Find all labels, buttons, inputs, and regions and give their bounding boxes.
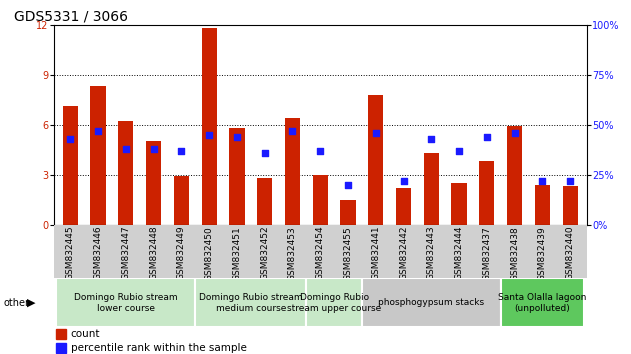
Point bbox=[315, 148, 326, 154]
Text: GSM832440: GSM832440 bbox=[565, 226, 575, 280]
Bar bbox=[201, 28, 217, 225]
Text: Santa Olalla lagoon
(unpolluted): Santa Olalla lagoon (unpolluted) bbox=[498, 293, 587, 313]
Text: GSM832443: GSM832443 bbox=[427, 226, 436, 280]
Text: GDS5331 / 3066: GDS5331 / 3066 bbox=[14, 10, 127, 24]
Text: GSM832437: GSM832437 bbox=[482, 226, 492, 281]
Point bbox=[399, 178, 409, 184]
Text: GSM832455: GSM832455 bbox=[343, 226, 353, 281]
Bar bbox=[56, 329, 66, 339]
Text: GSM832441: GSM832441 bbox=[371, 226, 380, 280]
Bar bbox=[195, 278, 306, 327]
Point bbox=[93, 128, 103, 133]
Bar bbox=[118, 121, 134, 225]
Bar bbox=[257, 178, 273, 225]
Bar bbox=[451, 183, 467, 225]
Bar bbox=[362, 278, 501, 327]
Point bbox=[510, 130, 520, 136]
Bar bbox=[285, 118, 300, 225]
Text: GSM832447: GSM832447 bbox=[121, 226, 131, 280]
Text: percentile rank within the sample: percentile rank within the sample bbox=[71, 343, 247, 353]
Point bbox=[176, 148, 186, 154]
Bar bbox=[62, 107, 78, 225]
Point bbox=[148, 146, 158, 152]
Text: count: count bbox=[71, 329, 100, 339]
Bar bbox=[479, 161, 495, 225]
Bar bbox=[501, 278, 584, 327]
Bar bbox=[56, 278, 195, 327]
Bar bbox=[90, 86, 106, 225]
Point bbox=[482, 134, 492, 139]
Text: phosphogypsum stacks: phosphogypsum stacks bbox=[378, 298, 485, 307]
Text: GSM832438: GSM832438 bbox=[510, 226, 519, 281]
Text: GSM832448: GSM832448 bbox=[149, 226, 158, 280]
Text: GSM832453: GSM832453 bbox=[288, 226, 297, 281]
Point bbox=[343, 182, 353, 188]
Text: GSM832439: GSM832439 bbox=[538, 226, 547, 281]
Bar bbox=[340, 200, 356, 225]
Bar bbox=[396, 188, 411, 225]
Point bbox=[204, 132, 214, 138]
Text: GSM832442: GSM832442 bbox=[399, 226, 408, 280]
Point bbox=[287, 128, 297, 133]
Point bbox=[232, 134, 242, 139]
Point bbox=[454, 148, 464, 154]
Bar bbox=[229, 128, 245, 225]
Point bbox=[65, 136, 75, 142]
Text: GSM832445: GSM832445 bbox=[66, 226, 75, 280]
Point bbox=[371, 130, 381, 136]
Point bbox=[259, 150, 269, 156]
Point bbox=[427, 136, 437, 142]
Text: Domingo Rubio
stream upper course: Domingo Rubio stream upper course bbox=[287, 293, 381, 313]
Text: GSM832446: GSM832446 bbox=[93, 226, 103, 280]
Text: GSM832444: GSM832444 bbox=[454, 226, 464, 280]
Bar bbox=[312, 175, 328, 225]
Point bbox=[565, 178, 575, 184]
Text: other: other bbox=[3, 298, 29, 308]
Text: Domingo Rubio stream
lower course: Domingo Rubio stream lower course bbox=[74, 293, 178, 313]
Bar bbox=[534, 185, 550, 225]
Bar bbox=[423, 153, 439, 225]
Text: GSM832451: GSM832451 bbox=[232, 226, 242, 281]
Point bbox=[121, 146, 131, 152]
Text: GSM832454: GSM832454 bbox=[316, 226, 325, 280]
Text: ▶: ▶ bbox=[27, 298, 35, 308]
Bar bbox=[562, 187, 578, 225]
Bar bbox=[306, 278, 362, 327]
Bar bbox=[507, 126, 522, 225]
Bar bbox=[174, 176, 189, 225]
Text: GSM832452: GSM832452 bbox=[260, 226, 269, 280]
Bar bbox=[368, 95, 384, 225]
Bar bbox=[56, 343, 66, 353]
Text: GSM832449: GSM832449 bbox=[177, 226, 186, 280]
Text: GSM832450: GSM832450 bbox=[204, 226, 214, 281]
Bar bbox=[146, 142, 162, 225]
Point bbox=[538, 178, 548, 184]
Text: Domingo Rubio stream
medium course: Domingo Rubio stream medium course bbox=[199, 293, 303, 313]
